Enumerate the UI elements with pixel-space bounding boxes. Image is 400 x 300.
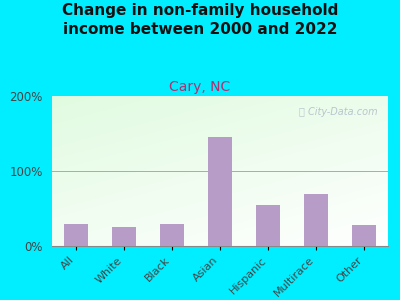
Text: Cary, NC: Cary, NC [169, 80, 231, 94]
Text: Change in non-family household
income between 2000 and 2022: Change in non-family household income be… [62, 3, 338, 37]
Bar [304, 194, 328, 246]
Text: ⓘ City-Data.com: ⓘ City-Data.com [299, 106, 378, 116]
Bar [112, 227, 136, 246]
Bar [256, 205, 280, 246]
Bar [208, 137, 232, 246]
Bar [160, 224, 184, 246]
Bar [64, 224, 88, 246]
Bar [352, 225, 376, 246]
